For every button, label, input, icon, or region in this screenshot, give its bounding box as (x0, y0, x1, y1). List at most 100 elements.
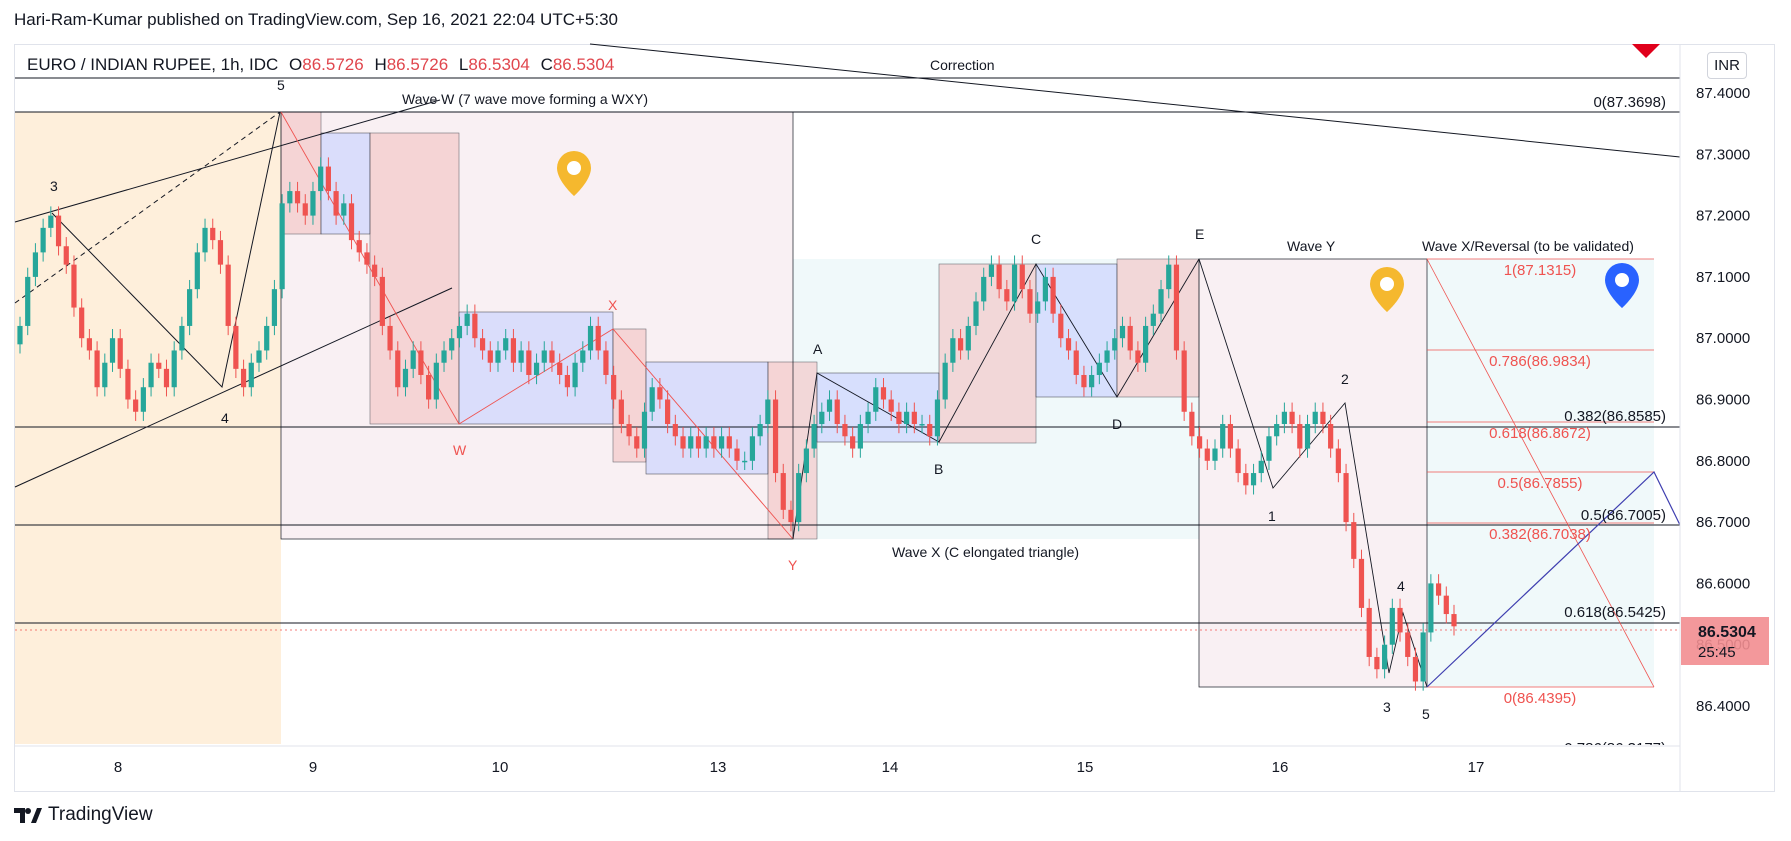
candle-body (857, 424, 863, 449)
candle-body (102, 362, 108, 388)
price-tag (1681, 617, 1769, 665)
candle-body (1011, 264, 1018, 302)
candle-body (842, 424, 848, 437)
candle-body (310, 191, 316, 216)
candle-body (294, 191, 301, 204)
candle-body (341, 203, 347, 216)
candle-body (148, 362, 154, 388)
annotation-correction: Correction (930, 57, 995, 73)
location-pin-blue-icon[interactable] (1605, 263, 1639, 308)
symbol-line: EURO / INDIAN RUPEE, 1h, IDC O86.5726 H8… (27, 55, 620, 75)
candle-body (1358, 558, 1365, 608)
candle-body (564, 374, 570, 388)
candles (17, 157, 1457, 691)
annotation-wave-w: Wave W (7 wave move forming a WXY) (402, 91, 648, 107)
candle-body (433, 362, 439, 400)
candle-body (657, 387, 663, 400)
wave-label-1: 1 (1268, 508, 1276, 524)
candle-body (803, 448, 809, 474)
candle-body (1405, 632, 1411, 657)
candle-body (1428, 583, 1434, 633)
candle-body (834, 399, 840, 425)
candle-body (1073, 350, 1079, 375)
candle-body (1412, 656, 1419, 682)
candle-body (1435, 583, 1442, 596)
red-arrow-icon (1632, 44, 1660, 58)
close-label: C (540, 55, 553, 74)
price-axis-tick-label: 87.0000 (1696, 330, 1750, 347)
time-axis-tick-label: 15 (1077, 759, 1094, 776)
candle-body (1004, 289, 1010, 302)
candle-body (1235, 448, 1241, 474)
fib-left-2: 0.5(86.7005) (1581, 507, 1666, 524)
price-axis-tick-label: 86.7000 (1696, 514, 1750, 531)
candle-body (117, 338, 123, 369)
candle-body (973, 301, 979, 326)
candle-body (210, 227, 216, 241)
low-label: L (458, 55, 469, 74)
fib-right-2: 0.618(86.8672) (1489, 425, 1591, 442)
time-axis-tick-label: 9 (309, 759, 317, 776)
candle-body (194, 252, 200, 290)
candle-body (965, 325, 971, 351)
location-pin-orange-icon[interactable] (557, 151, 591, 196)
open-label: O (289, 55, 303, 74)
annotation-wave-x: Wave X (C elongated triangle) (892, 544, 1079, 560)
candle-body (248, 362, 254, 388)
chart-frame (14, 44, 1775, 792)
candle-body (695, 436, 702, 449)
candle-body (487, 350, 493, 363)
price-axis-tick-label: 86.9000 (1696, 392, 1750, 409)
candle-body (880, 387, 887, 400)
candle-body (1089, 374, 1095, 388)
time-axis-tick-label: 10 (492, 759, 509, 776)
symbol-name[interactable]: EURO / INDIAN RUPEE, 1h, IDC (27, 55, 279, 74)
candle-body (772, 399, 779, 474)
time-axis-ticks: 8 9 10 13 14 15 16 17 (114, 759, 1485, 776)
candle-body (1112, 338, 1118, 351)
candle-body (549, 350, 555, 363)
wave-label-y: Y (788, 557, 798, 573)
candle-body (711, 436, 717, 449)
candle-body (240, 368, 247, 388)
tradingview-logo-icon (14, 808, 42, 823)
wave-label-5-right: 5 (1422, 706, 1430, 722)
candle-body (225, 264, 231, 326)
box-blue-3 (645, 361, 769, 475)
high-value: 86.5726 (386, 55, 449, 74)
candle-body (1366, 607, 1372, 657)
candle-body (456, 325, 463, 339)
location-pin-orange-2-icon[interactable] (1370, 267, 1404, 312)
candle-body (1127, 325, 1133, 351)
wave-label-d: D (1112, 416, 1122, 432)
candle-body (1220, 424, 1226, 449)
candle-body (518, 350, 524, 363)
annotation-wave-x-reversal: Wave X/Reversal (to be validated) (1422, 238, 1634, 254)
candle-body (395, 350, 401, 388)
candle-body (603, 350, 609, 375)
candle-body (325, 166, 331, 192)
candle-body (79, 307, 85, 339)
dashed-trend-line (14, 111, 281, 304)
wave-label-c: C (1031, 231, 1041, 247)
tradingview-logo[interactable]: TradingView (14, 804, 153, 826)
fib-right-4: 0.382(86.7038) (1489, 526, 1591, 543)
candle-body (125, 368, 131, 400)
candle-body (1420, 632, 1426, 682)
candle-body (48, 215, 54, 228)
candle-body (163, 368, 170, 388)
wave-label-w: W (453, 442, 467, 458)
fib-left-4-mask (1500, 745, 1680, 775)
currency-button[interactable]: INR (1707, 52, 1747, 79)
candle-body (55, 215, 62, 247)
candle-body (1019, 264, 1025, 290)
candle-body (133, 399, 139, 412)
candle-body (1158, 289, 1164, 314)
candle-body (819, 411, 825, 425)
candle-body (318, 166, 324, 192)
wave-label-3-right: 3 (1383, 699, 1391, 715)
wave-y-path (1198, 258, 1428, 688)
box-red-1 (280, 111, 322, 235)
candle-body (1189, 411, 1195, 437)
